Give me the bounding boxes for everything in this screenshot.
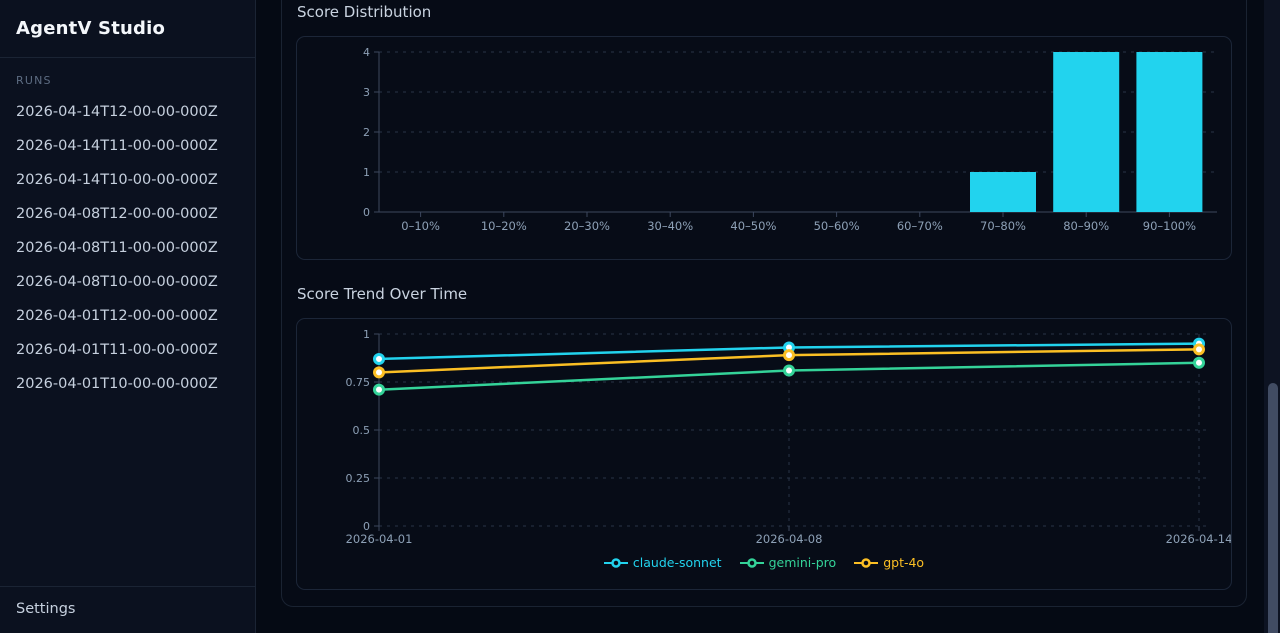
sidebar-run-item[interactable]: 2026-04-14T11-00-00-000Z — [16, 138, 218, 154]
distribution-bar — [1136, 52, 1203, 212]
distribution-bar — [1053, 52, 1120, 212]
runs-section-label: RUNS — [16, 74, 52, 87]
legend-marker-icon — [739, 557, 764, 568]
legend-marker-icon — [603, 557, 628, 568]
legend-item-gpt-4o[interactable]: gpt-4o — [854, 555, 924, 570]
runs-list: 2026-04-14T12-00-00-000Z 2026-04-14T11-00… — [16, 95, 239, 401]
sidebar: AgentV Studio RUNS 2026-04-14T12-00-00-0… — [0, 0, 256, 633]
legend-label: claude-sonnet — [632, 555, 722, 570]
svg-text:4: 4 — [363, 46, 370, 59]
svg-text:2026-04-01: 2026-04-01 — [346, 532, 413, 546]
page-scrollbar[interactable] — [1264, 0, 1280, 633]
data-point-gemini-pro — [783, 364, 795, 377]
sidebar-run-item[interactable]: 2026-04-01T12-00-00-000Z — [16, 308, 218, 324]
scrollbar-thumb[interactable] — [1268, 383, 1278, 633]
svg-text:20–30%: 20–30% — [564, 219, 610, 233]
data-point-gpt-4o — [783, 349, 795, 362]
data-point-gpt-4o — [373, 366, 385, 379]
distribution-bar — [970, 172, 1036, 212]
sidebar-run-item[interactable]: 2026-04-08T12-00-00-000Z — [16, 206, 218, 222]
data-point-gpt-4o — [1193, 343, 1205, 356]
svg-text:3: 3 — [363, 86, 370, 99]
svg-text:0.25: 0.25 — [346, 472, 371, 485]
distribution-chart-card: 0 1 2 3 4 0–10% 10–20% 20–30% 30–40% 40–50% 50–60%… — [296, 36, 1232, 260]
sidebar-item-settings[interactable]: Settings — [16, 601, 76, 617]
trend-chart-card: 0 0.25 0.5 0.75 1 2026-04-01 2026-04-08 2026-04… — [296, 318, 1232, 590]
trend-chart-title: Score Trend Over Time — [297, 285, 468, 303]
sidebar-run-item[interactable]: 2026-04-01T11-00-00-000Z — [16, 342, 218, 358]
svg-text:1: 1 — [363, 328, 370, 341]
trend-line-chart: 0 0.25 0.5 0.75 1 2026-04-01 2026-04-08 2026-04… — [346, 328, 1232, 546]
legend-label: gemini-pro — [768, 555, 837, 570]
distribution-bar-chart: 0 1 2 3 4 0–10% 10–20% 20–30% 30–40% 40–50% 50–60%… — [363, 46, 1217, 233]
svg-text:2026-04-08: 2026-04-08 — [756, 532, 823, 546]
sidebar-footer: Settings — [0, 586, 255, 633]
svg-text:0.5: 0.5 — [353, 424, 371, 437]
svg-text:0–10%: 0–10% — [401, 219, 440, 233]
sidebar-header: AgentV Studio — [0, 0, 255, 58]
svg-text:0: 0 — [363, 520, 370, 533]
sidebar-run-item[interactable]: 2026-04-14T10-00-00-000Z — [16, 172, 218, 188]
svg-text:60–70%: 60–70% — [897, 219, 943, 233]
data-point-claude-sonnet — [373, 352, 385, 365]
runs-section: RUNS 2026-04-14T12-00-00-000Z 2026-04-14T… — [0, 58, 255, 401]
app-title: AgentV Studio — [16, 18, 166, 39]
svg-text:50–60%: 50–60% — [814, 219, 860, 233]
svg-text:40–50%: 40–50% — [730, 219, 776, 233]
distribution-chart-title: Score Distribution — [297, 3, 432, 21]
svg-text:2026-04-14: 2026-04-14 — [1166, 532, 1231, 546]
sidebar-run-item[interactable]: 2026-04-01T10-00-00-000Z — [16, 376, 218, 392]
svg-text:0.75: 0.75 — [346, 376, 371, 389]
legend-marker-icon — [854, 557, 879, 568]
sidebar-run-item[interactable]: 2026-04-08T10-00-00-000Z — [16, 274, 218, 290]
svg-text:90–100%: 90–100% — [1143, 219, 1196, 233]
chart-legend: claude-sonnet gemini-pro gpt-4o — [297, 555, 1231, 570]
svg-text:30–40%: 30–40% — [647, 219, 693, 233]
sidebar-run-item[interactable]: 2026-04-08T11-00-00-000Z — [16, 240, 218, 256]
legend-item-gemini-pro[interactable]: gemini-pro — [739, 555, 837, 570]
svg-text:70–80%: 70–80% — [980, 219, 1026, 233]
sidebar-run-item[interactable]: 2026-04-14T12-00-00-000Z — [16, 104, 218, 120]
svg-text:10–20%: 10–20% — [481, 219, 527, 233]
data-point-gemini-pro — [1193, 356, 1205, 369]
svg-text:2: 2 — [363, 126, 370, 139]
legend-label: gpt-4o — [883, 555, 925, 570]
data-point-gemini-pro — [373, 383, 385, 396]
svg-text:1: 1 — [363, 166, 370, 179]
svg-text:80–90%: 80–90% — [1063, 219, 1109, 233]
legend-item-claude-sonnet[interactable]: claude-sonnet — [603, 555, 722, 570]
svg-text:0: 0 — [363, 206, 370, 219]
